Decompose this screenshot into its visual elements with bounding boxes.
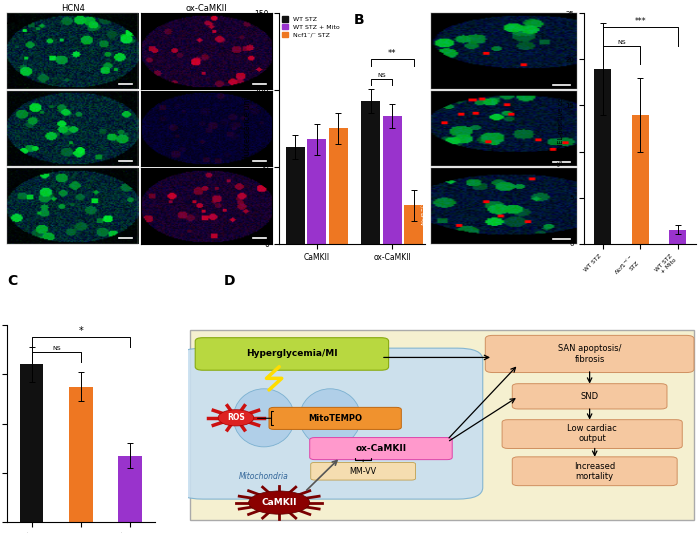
Y-axis label: +Mito STZ: +Mito STZ <box>0 35 4 68</box>
Bar <box>307 139 326 244</box>
Bar <box>329 128 348 244</box>
Y-axis label: Fluorescence unit: Fluorescence unit <box>243 95 252 163</box>
Ellipse shape <box>300 389 360 447</box>
Bar <box>669 230 686 244</box>
FancyBboxPatch shape <box>177 348 483 499</box>
Text: *: * <box>78 326 83 336</box>
FancyBboxPatch shape <box>195 338 388 370</box>
Y-axis label: $Ncf1^{-/-}$ STZ: $Ncf1^{-/-}$ STZ <box>0 185 4 227</box>
Bar <box>594 69 611 244</box>
Text: ***: *** <box>634 17 646 26</box>
FancyBboxPatch shape <box>512 457 677 486</box>
Text: ox-CaMKII: ox-CaMKII <box>356 444 407 453</box>
Text: A: A <box>7 13 18 27</box>
Text: Hyperglycemia/MI: Hyperglycemia/MI <box>246 349 337 358</box>
Ellipse shape <box>233 389 295 447</box>
Y-axis label: WT STZ: WT STZ <box>0 117 4 141</box>
Text: D: D <box>224 274 235 288</box>
Text: SAN apoptosis/
fibrosis: SAN apoptosis/ fibrosis <box>558 344 622 364</box>
Bar <box>631 115 649 244</box>
Text: Mitochondria: Mitochondria <box>239 472 288 481</box>
Ellipse shape <box>248 491 309 514</box>
FancyBboxPatch shape <box>311 463 416 480</box>
Text: ROS: ROS <box>227 413 245 422</box>
Bar <box>286 147 304 244</box>
Text: **: ** <box>388 49 396 58</box>
Text: SND: SND <box>580 392 598 401</box>
Text: NS: NS <box>377 73 386 78</box>
FancyBboxPatch shape <box>190 329 694 520</box>
Title: ox-CaMKII: ox-CaMKII <box>186 4 228 13</box>
FancyBboxPatch shape <box>309 438 452 459</box>
FancyBboxPatch shape <box>502 419 682 448</box>
Bar <box>361 101 380 244</box>
Text: NS: NS <box>617 39 626 45</box>
Bar <box>20 365 43 522</box>
Bar <box>118 456 142 522</box>
Text: C: C <box>7 274 18 288</box>
FancyBboxPatch shape <box>269 407 401 430</box>
FancyBboxPatch shape <box>512 384 667 409</box>
Y-axis label: % TUNEL-positive cells: % TUNEL-positive cells <box>558 91 564 166</box>
Y-axis label: WT STZ: WT STZ <box>424 117 428 141</box>
Bar <box>405 205 424 244</box>
Text: Low cardiac
output: Low cardiac output <box>567 424 617 443</box>
Text: CaMKII: CaMKII <box>261 498 297 507</box>
Text: MM-VV: MM-VV <box>349 467 377 476</box>
Text: Increased
mortality: Increased mortality <box>574 462 615 481</box>
Text: NS: NS <box>52 346 61 351</box>
Bar <box>383 116 402 244</box>
Text: MitoTEMPO: MitoTEMPO <box>308 414 362 423</box>
Bar <box>69 386 92 522</box>
Y-axis label: +Mito STZ: +Mito STZ <box>424 35 428 68</box>
FancyBboxPatch shape <box>485 335 694 373</box>
Title: HCN4: HCN4 <box>61 4 85 13</box>
Legend: WT STZ, WT STZ + Mito, Ncf1⁻/⁻ STZ: WT STZ, WT STZ + Mito, Ncf1⁻/⁻ STZ <box>282 17 340 37</box>
Text: B: B <box>354 13 364 27</box>
Y-axis label: $Ncf1^{-/-}$ STZ: $Ncf1^{-/-}$ STZ <box>419 185 428 227</box>
Circle shape <box>218 410 253 426</box>
